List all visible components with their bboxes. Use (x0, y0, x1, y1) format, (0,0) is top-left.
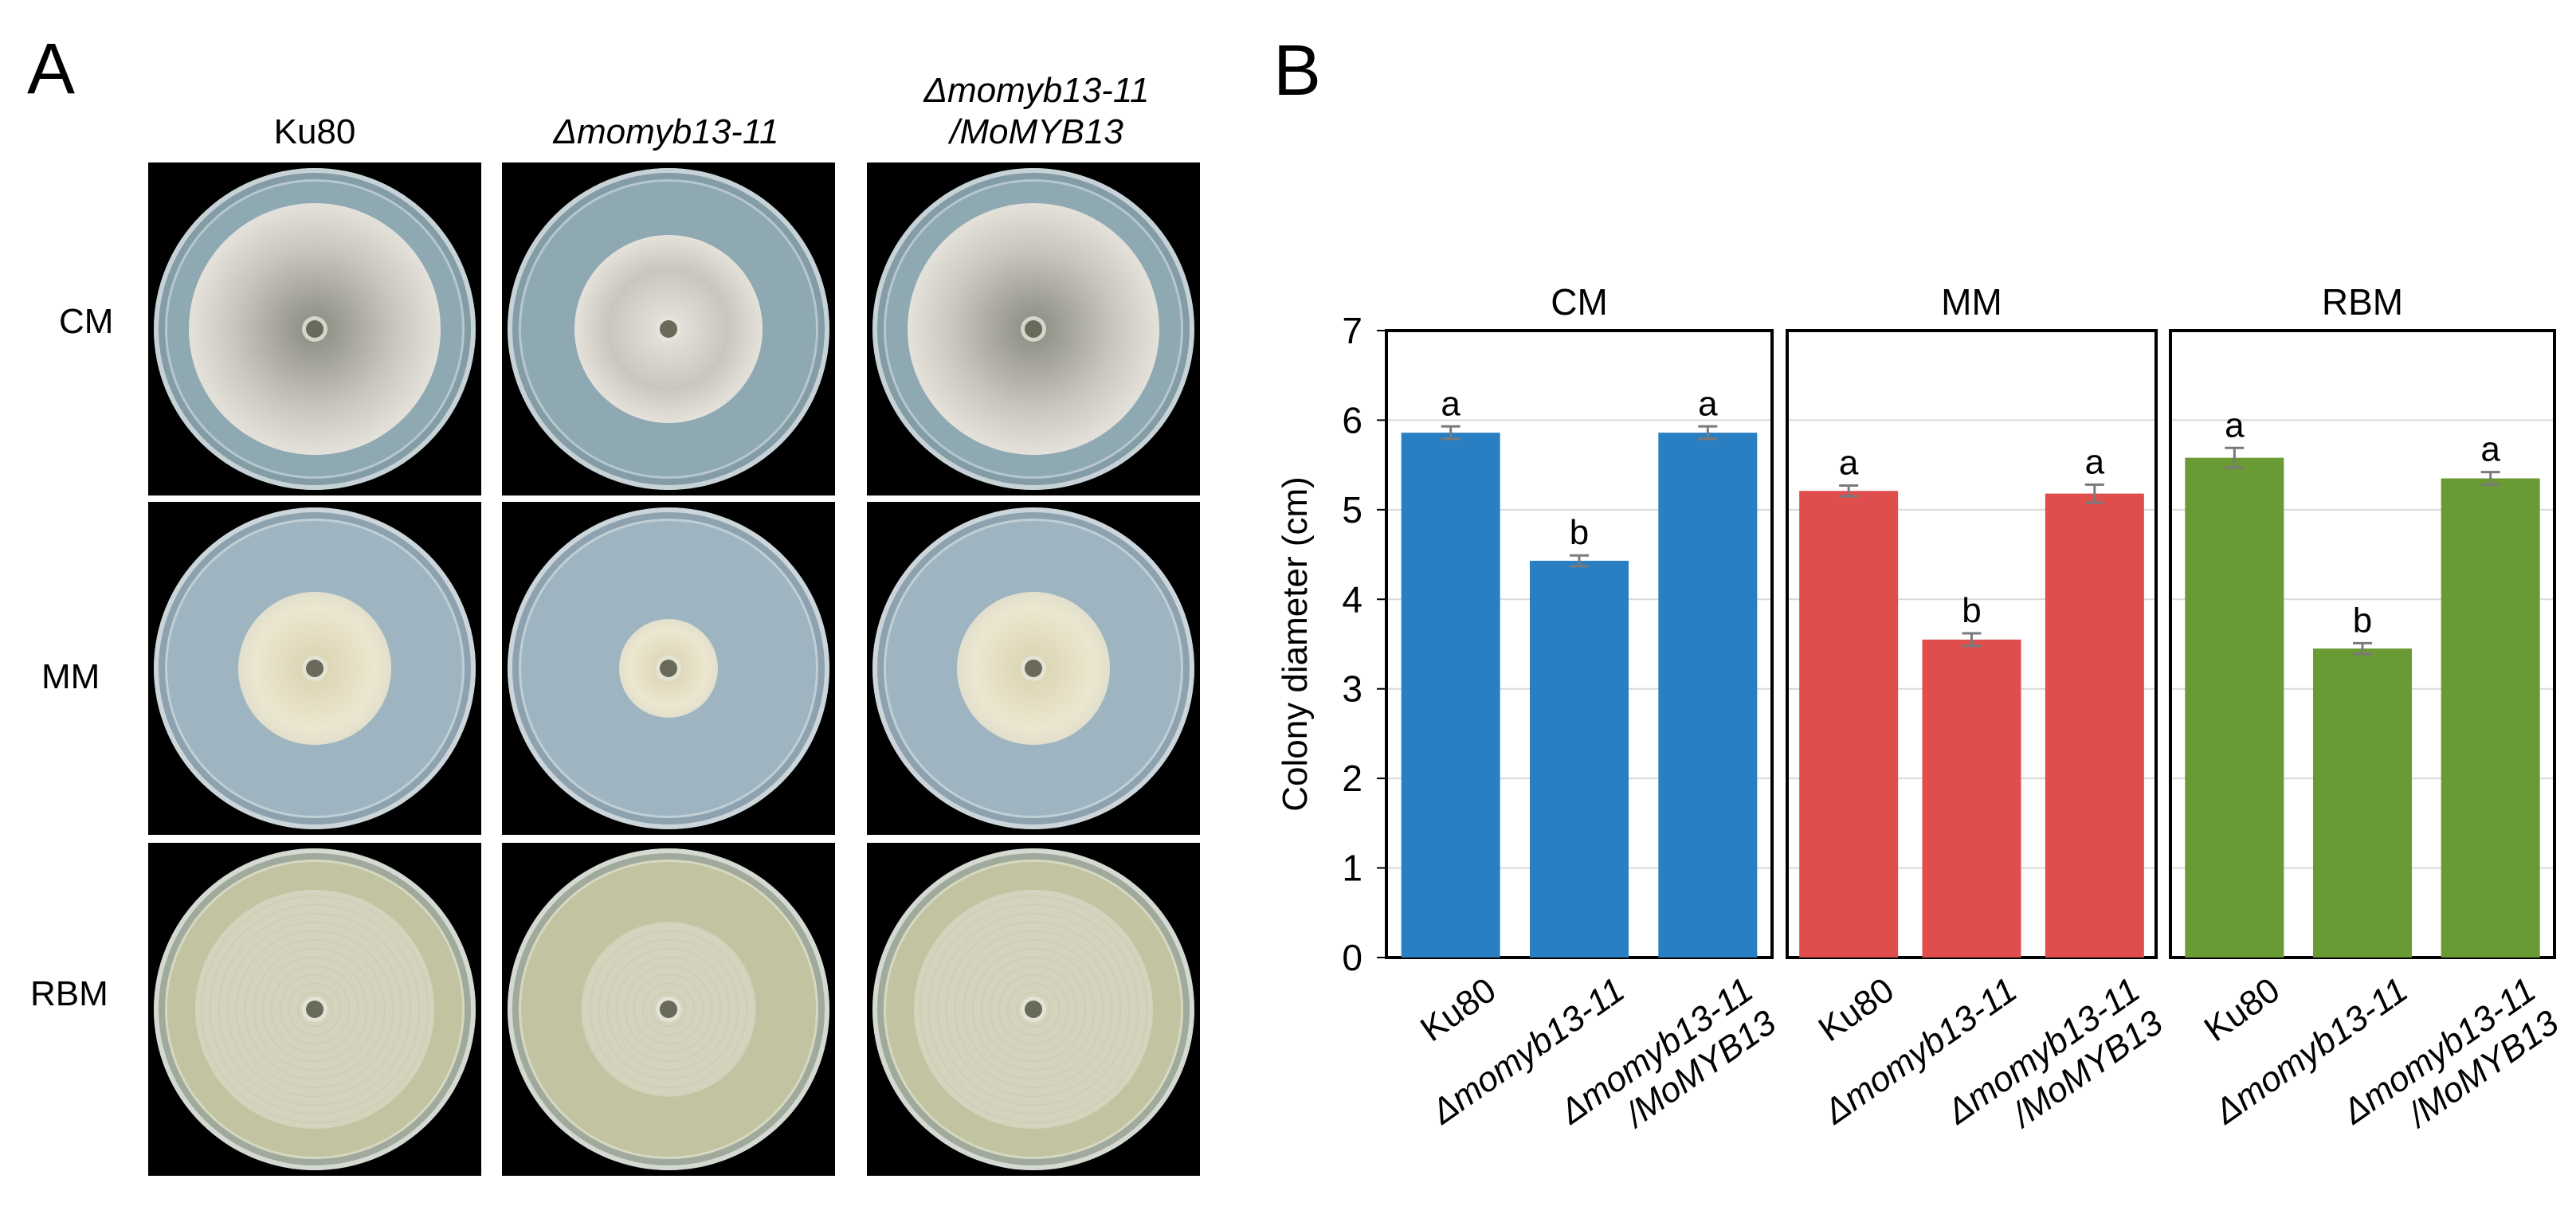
y-tick-label: 2 (1342, 758, 1362, 799)
column-header-complemented-line1: Δmomyb13-11 (923, 71, 1150, 110)
dish-rim (165, 179, 465, 479)
inoculation-point (306, 660, 323, 677)
bar (2045, 493, 2144, 958)
bar (1401, 433, 1500, 958)
significance-letter: a (2480, 430, 2500, 469)
petri-dish (154, 507, 476, 829)
y-axis-title: Colony diameter (cm) (1276, 476, 1315, 812)
significance-letter: b (2353, 601, 2372, 640)
x-tick-label: Ku80 (1812, 970, 1901, 1049)
y-tick-label: 7 (1342, 310, 1362, 351)
dish-rim (519, 179, 818, 479)
plate-mm-1 (502, 502, 835, 835)
inoculation-point (1025, 320, 1042, 338)
bar (2185, 457, 2284, 958)
x-tick-label-line: Ku80 (2198, 970, 2287, 1049)
bar (1530, 560, 1629, 958)
bar (1799, 491, 1899, 958)
significance-letter: a (1839, 444, 1859, 483)
panel-a-letter: A (27, 29, 76, 109)
inoculation-point (306, 320, 323, 338)
row-label-cm: CM (59, 302, 114, 341)
plate-rbm-1 (502, 843, 835, 1176)
inoculation-point (660, 320, 677, 338)
y-tick-label: 1 (1342, 848, 1362, 889)
dish-rim (884, 179, 1183, 479)
bar (1922, 639, 2021, 958)
dish-rim (519, 519, 818, 818)
inoculation-point (1025, 1001, 1042, 1018)
y-tick-label: 5 (1342, 489, 1362, 531)
plate-mm-2 (867, 502, 1200, 835)
plate-cm-0 (148, 163, 481, 495)
y-tick-label: 4 (1342, 578, 1362, 620)
plate-mm-0 (148, 502, 481, 835)
column-header-complemented: Δmomyb13-11 /MoMYB13 (865, 70, 1208, 153)
plate-cm-1 (502, 163, 835, 495)
facet-label-mm: MM (1941, 281, 2002, 323)
inoculation-point (306, 1001, 323, 1018)
panel-b-letter: B (1273, 31, 1322, 111)
dish-rim (165, 860, 465, 1159)
column-header-mutant: Δmomyb13-11 (553, 112, 779, 151)
dish-rim (165, 519, 465, 818)
plate-rbm-2 (867, 843, 1200, 1176)
x-tick-label-line: Ku80 (1812, 970, 1901, 1049)
column-header-complemented-line2: /MoMYB13 (950, 112, 1123, 151)
inoculation-point (660, 1001, 677, 1018)
significance-letter: b (1570, 513, 1589, 552)
plate-rbm-0 (148, 843, 481, 1176)
significance-letter: a (1441, 384, 1461, 423)
y-tick-label: 6 (1342, 399, 1362, 441)
row-label-rbm: RBM (30, 974, 108, 1013)
row-label-mm: MM (41, 657, 100, 696)
x-tick-label-line: Ku80 (1413, 970, 1503, 1049)
significance-letter: a (1698, 384, 1718, 423)
significance-letter: a (2225, 405, 2245, 445)
bar (2313, 648, 2412, 958)
x-tick-label: Ku80 (1413, 970, 1503, 1049)
inoculation-point (660, 660, 677, 677)
plate-cm-2 (867, 163, 1200, 495)
x-tick-label: Ku80 (2198, 970, 2287, 1049)
dish-rim (884, 860, 1183, 1159)
y-tick-label: 3 (1342, 668, 1362, 710)
dish-rim (884, 519, 1183, 818)
significance-letter: a (2085, 442, 2105, 481)
facet-label-cm: CM (1551, 281, 1608, 323)
dish-rim (519, 860, 818, 1159)
bar (2441, 478, 2540, 958)
y-tick-label: 0 (1342, 937, 1362, 978)
significance-letter: b (1962, 591, 1981, 630)
column-header-ku80: Ku80 (273, 112, 356, 151)
inoculation-point (1025, 660, 1042, 677)
facet-label-rbm: RBM (2322, 281, 2403, 323)
bar (1658, 433, 1758, 958)
